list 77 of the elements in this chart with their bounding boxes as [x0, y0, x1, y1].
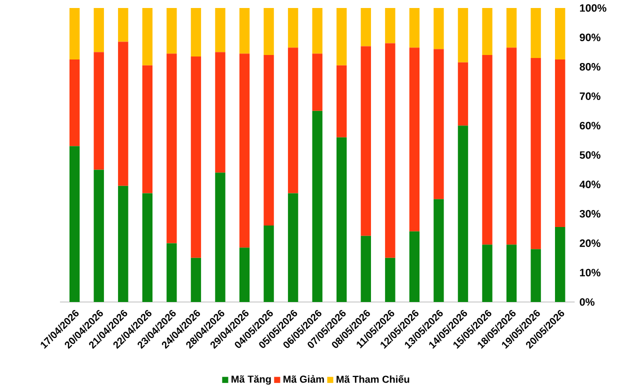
bar	[458, 62, 468, 126]
bar	[385, 43, 396, 258]
bar	[190, 258, 202, 302]
bar	[190, 8, 202, 57]
bar	[215, 172, 226, 302]
bar	[458, 8, 468, 62]
bar	[409, 8, 420, 48]
bar	[506, 8, 517, 48]
bar	[166, 243, 177, 302]
bar	[409, 231, 420, 302]
bar	[409, 48, 420, 232]
legend-label: Mã Giảm	[284, 375, 324, 383]
bar	[118, 42, 128, 186]
bar	[434, 8, 444, 50]
bar	[385, 258, 396, 302]
bar	[360, 46, 371, 236]
y-tick-label: 20%	[580, 239, 600, 247]
bar	[360, 236, 371, 302]
bar	[69, 146, 80, 302]
bar	[118, 8, 128, 42]
bar	[312, 54, 322, 111]
bar	[264, 226, 274, 302]
bar	[312, 110, 322, 302]
bar	[264, 8, 274, 56]
bar	[215, 52, 226, 173]
bar	[555, 227, 566, 302]
bar	[166, 8, 177, 54]
y-tick-label: 0%	[580, 298, 595, 306]
bar	[506, 48, 517, 245]
legend-label: Mã Tăng	[232, 375, 271, 385]
y-tick-label: 50%	[580, 151, 600, 159]
y-tick-label: 80%	[580, 63, 600, 71]
bar	[94, 8, 104, 52]
bar	[312, 8, 322, 54]
bar	[239, 8, 250, 54]
y-tick-label: 10%	[580, 268, 600, 276]
bar	[555, 8, 566, 60]
bar	[434, 199, 444, 302]
bar	[190, 56, 202, 258]
bar	[166, 54, 177, 244]
bar	[530, 8, 541, 58]
y-tick-label: 40%	[580, 180, 600, 188]
bar	[118, 186, 128, 302]
bar	[482, 8, 492, 56]
bar	[360, 8, 371, 46]
bar	[288, 193, 298, 302]
bar	[94, 170, 104, 302]
y-tick-label: 60%	[580, 122, 600, 130]
bar	[530, 58, 541, 250]
bar	[385, 8, 396, 44]
bar	[94, 52, 104, 170]
bar	[288, 48, 298, 194]
bar	[142, 65, 152, 194]
bar	[142, 193, 152, 302]
bar	[288, 8, 298, 48]
y-tick-label: 90%	[580, 34, 600, 42]
bar	[239, 248, 250, 302]
bar	[555, 59, 566, 228]
bar	[336, 65, 347, 138]
bar	[264, 55, 274, 226]
bar	[69, 8, 80, 60]
bar	[336, 8, 347, 66]
y-tick-label: 70%	[580, 92, 600, 100]
bar	[530, 249, 541, 302]
legend-label: Mã Tham Chiếu	[336, 375, 410, 383]
bar	[215, 8, 226, 52]
bar	[506, 244, 517, 302]
bar	[239, 54, 250, 248]
y-tick-label: 100%	[580, 4, 606, 12]
bar	[482, 55, 492, 245]
bar	[434, 49, 444, 200]
y-tick-label: 30%	[580, 210, 600, 218]
bar	[458, 126, 468, 302]
bar	[142, 8, 152, 66]
bar	[336, 137, 347, 302]
bar	[69, 59, 80, 146]
bar	[482, 244, 492, 302]
